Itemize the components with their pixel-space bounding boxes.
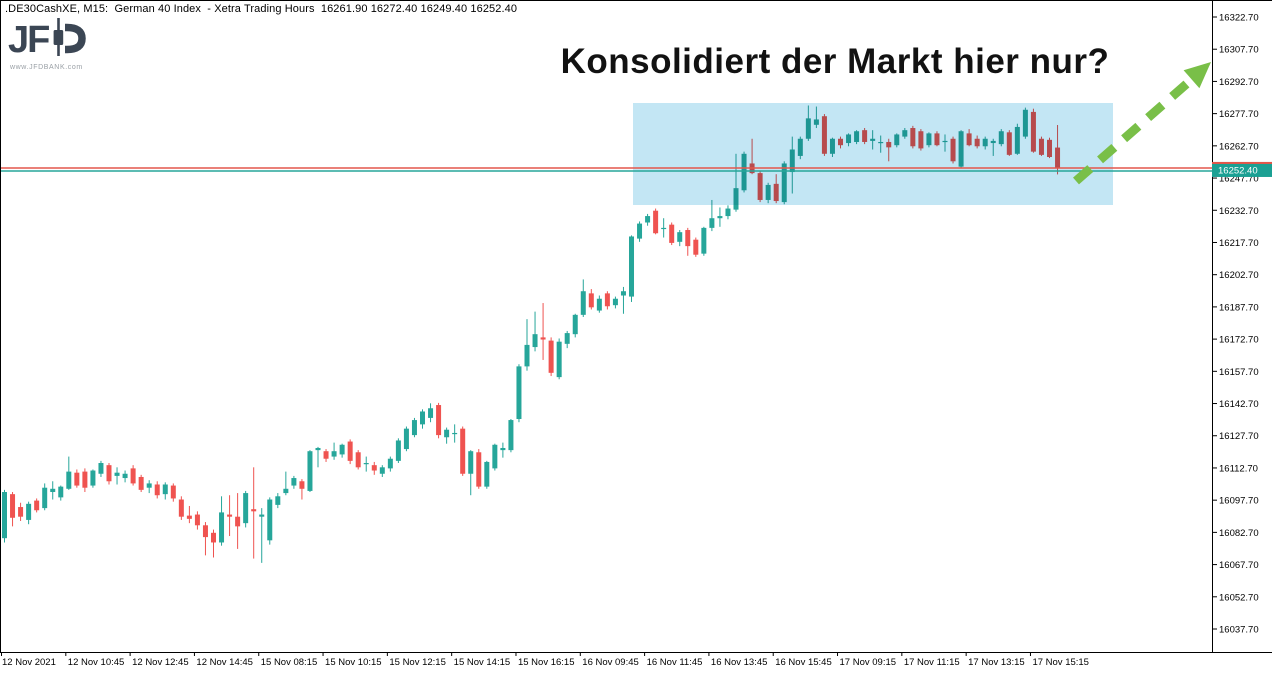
svg-text:17 Nov 15:15: 17 Nov 15:15 [1032,657,1089,668]
annotation-title: Konsolidiert der Markt hier nur? [560,42,1110,81]
svg-text:16037.70: 16037.70 [1219,625,1259,636]
svg-text:16052.70: 16052.70 [1219,592,1259,603]
logo-candlestick-icon [53,18,64,56]
logo-website-text: www.JFDBANK.com [10,64,83,71]
svg-text:15 Nov 14:15: 15 Nov 14:15 [454,657,511,668]
svg-text:12 Nov 12:45: 12 Nov 12:45 [132,657,189,668]
svg-text:12 Nov 14:45: 12 Nov 14:45 [196,657,253,668]
svg-text:16112.70: 16112.70 [1219,463,1258,474]
price-axis[interactable]: 16322.70 16307.70 16292.70 16277.70 16262.70… [1212,13,1259,636]
svg-text:16307.70: 16307.70 [1219,45,1259,56]
jfd-logo: JF [8,18,104,64]
svg-text:16187.70: 16187.70 [1219,302,1259,313]
svg-text:16 Nov 11:45: 16 Nov 11:45 [647,657,703,668]
svg-text:16 Nov 09:45: 16 Nov 09:45 [582,657,639,668]
svg-text:17 Nov 09:15: 17 Nov 09:15 [840,657,897,668]
consolidation-box [633,103,1113,205]
svg-text:15 Nov 12:15: 15 Nov 12:15 [389,657,446,668]
svg-text:16247.70: 16247.70 [1219,174,1259,185]
svg-text:16097.70: 16097.70 [1219,496,1259,507]
svg-text:16127.70: 16127.70 [1219,431,1259,442]
svg-text:16232.70: 16232.70 [1219,206,1259,217]
svg-text:12 Nov 2021: 12 Nov 2021 [2,657,56,668]
svg-text:16217.70: 16217.70 [1219,238,1259,249]
current-price-tag: 16252.40 [1212,161,1272,177]
svg-text:16067.70: 16067.70 [1219,560,1259,571]
chart-header-text: .DE30CashXE, M15: German 40 Index - Xetr… [5,3,518,15]
svg-text:12 Nov 10:45: 12 Nov 10:45 [68,657,125,668]
logo-letter-d-bowl [65,23,86,54]
svg-text:16157.70: 16157.70 [1219,367,1259,378]
svg-text:15 Nov 16:15: 15 Nov 16:15 [518,657,575,668]
svg-text:16202.70: 16202.70 [1219,270,1259,281]
svg-text:17 Nov 11:15: 17 Nov 11:15 [904,657,960,668]
svg-text:16142.70: 16142.70 [1219,399,1259,410]
svg-text:16277.70: 16277.70 [1219,109,1259,120]
svg-text:15 Nov 08:15: 15 Nov 08:15 [261,657,318,668]
time-axis[interactable]: 12 Nov 2021 12 Nov 10:45 12 Nov 12:45 12 No… [1,652,1089,668]
svg-text:17 Nov 13:15: 17 Nov 13:15 [968,657,1025,668]
svg-text:16 Nov 13:45: 16 Nov 13:45 [711,657,768,668]
svg-text:16 Nov 15:45: 16 Nov 15:45 [775,657,832,668]
svg-text:16252.40: 16252.40 [1218,165,1258,176]
up-trend-arrow [1073,62,1211,185]
logo-letters-jf: JF [8,19,49,61]
svg-text:15 Nov 10:15: 15 Nov 10:15 [325,657,382,668]
svg-text:16082.70: 16082.70 [1219,528,1259,539]
svg-text:16292.70: 16292.70 [1219,77,1259,88]
svg-text:16322.70: 16322.70 [1219,13,1259,24]
svg-text:16172.70: 16172.70 [1219,335,1259,346]
svg-text:16262.70: 16262.70 [1219,141,1259,152]
